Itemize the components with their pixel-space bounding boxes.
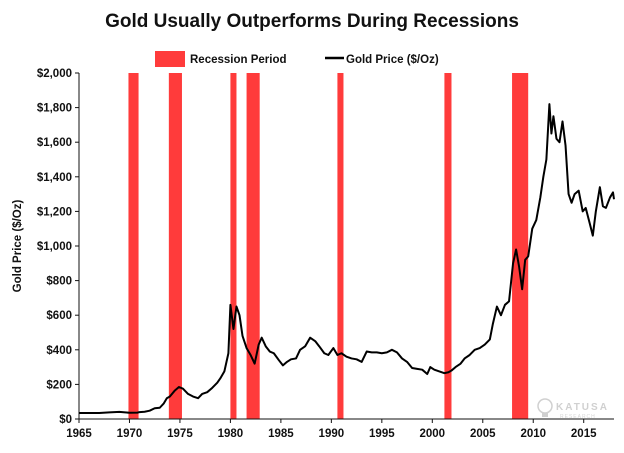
y-tick-label: $0 [59,414,72,426]
y-tick-label: $400 [46,345,72,357]
axes: $0 $200 $400 $600 $800 $1,000 $1,200 $1,400 $1,6… [37,68,614,440]
y-tick-label: $200 [46,379,72,391]
x-tick-label: 1990 [319,428,345,440]
lightbulb-icon [537,398,553,414]
x-tick-label: 1975 [167,428,193,440]
y-tick-label: $1,600 [37,137,72,149]
watermark-sub: RESEARCH [560,414,596,420]
x-tick-label: 1995 [369,428,395,440]
series-line-gold-price [79,103,615,414]
y-tick-label: $1,400 [37,172,72,184]
watermark-brand: KATUSA [556,402,609,413]
x-tick-label: 2010 [520,428,546,440]
legend: Recession Period Gold Price ($/Oz) [155,51,439,67]
x-tick-label: 2005 [470,428,496,440]
recession-band-3 [230,73,237,419]
x-tick-label: 2000 [420,428,446,440]
y-tick-label: $1,000 [37,241,72,253]
x-tick-label: 1985 [268,428,294,440]
gold-price-series [79,103,615,414]
y-tick-label: $1,800 [37,103,72,115]
y-tick-label: $2,000 [37,68,72,80]
y-axis-title: Gold Price ($/Oz) [12,200,24,293]
recession-band-6 [444,73,452,419]
recession-bands [128,73,529,419]
x-tick-label: 1970 [117,428,143,440]
recession-band-4 [246,73,260,419]
legend-label-gold-price: Gold Price ($/Oz) [346,54,439,66]
recession-band-5 [337,73,344,419]
recession-band-1 [128,73,139,419]
x-tick-label: 1980 [218,428,244,440]
legend-swatch-recession [155,51,185,67]
chart-title: Gold Usually Outperforms During Recessio… [105,11,519,32]
x-tick-label: 1965 [66,428,92,440]
recession-band-2 [168,73,182,419]
y-tick-label: $1,200 [37,206,72,218]
y-tick-label: $800 [46,276,72,288]
legend-label-recession: Recession Period [190,54,287,66]
katusa-watermark: KATUSA RESEARCH [537,398,609,420]
x-tick-label: 2015 [571,428,597,440]
lightbulb-base [542,413,548,417]
recession-band-7 [512,73,529,419]
y-tick-label: $600 [46,310,72,322]
